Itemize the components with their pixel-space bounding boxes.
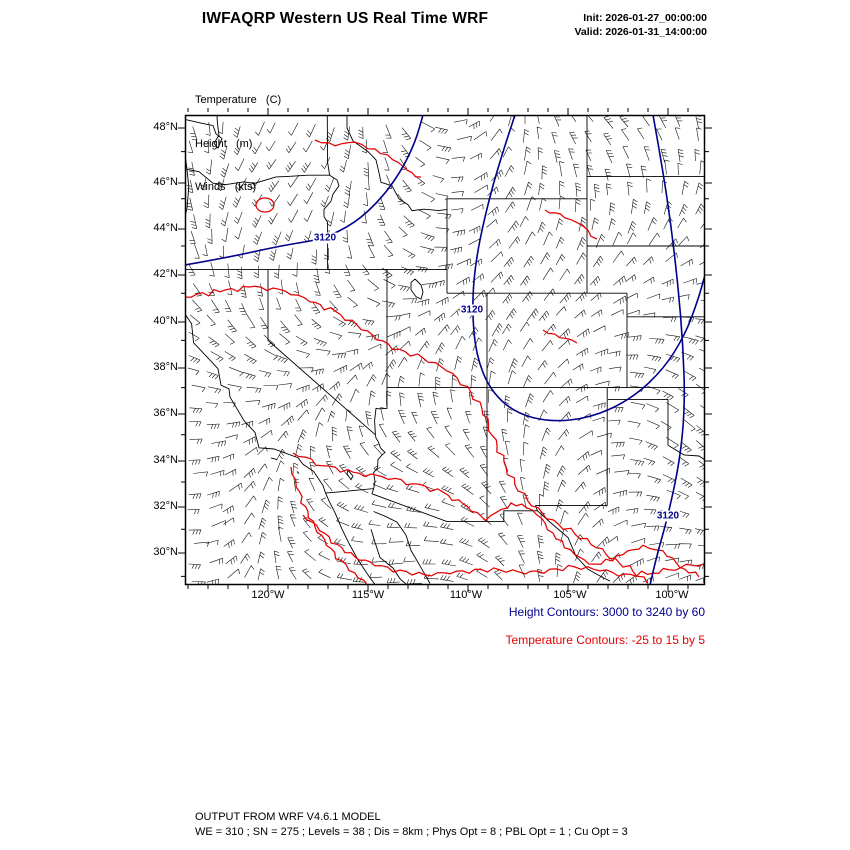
page-title: IWFAQRP Western US Real Time WRF — [201, 10, 489, 27]
height-contour-caption: Height Contours: 3000 to 3240 by 60 — [508, 605, 705, 619]
field-legend: Temperature (C) Height (m) Winds (kts) — [195, 64, 281, 209]
temperature-contour-loop — [255, 197, 275, 213]
model-info: OUTPUT FROM WRF V4.6.1 MODEL WE = 310 ; … — [195, 810, 628, 839]
plot-frame — [184, 114, 706, 586]
wind-barbs-layer — [186, 115, 705, 585]
run-timestamps: Init: 2026-01-27_00:00:00 Valid: 2026-01… — [574, 11, 707, 39]
temperature-contour-caption: Temperature Contours: -25 to 15 by 5 — [505, 633, 705, 647]
y-axis-tick-label: 48°N — [153, 121, 178, 133]
y-axis-tick-label: 44°N — [153, 222, 178, 234]
y-axis-tick-label: 36°N — [153, 407, 178, 419]
model-info-line1: OUTPUT FROM WRF V4.6.1 MODEL — [195, 811, 381, 823]
height-contours-layer — [185, 115, 705, 585]
y-axis-tick-label: 34°N — [153, 454, 178, 466]
map-layers — [185, 115, 705, 585]
axis-ticks — [178, 108, 712, 592]
model-info-line2: WE = 310 ; SN = 275 ; Levels = 38 ; Dis … — [195, 825, 628, 838]
y-axis-tick-label: 30°N — [153, 546, 178, 558]
y-axis-tick-label: 42°N — [153, 268, 178, 280]
y-axis-tick-label: 38°N — [153, 361, 178, 373]
init-timestamp: Init: 2026-01-27_00:00:00 — [583, 12, 707, 24]
x-axis-tick-label: 120°W — [251, 589, 285, 601]
y-axis-tick-label: 32°N — [153, 500, 178, 512]
wrf-map-canvas — [178, 108, 712, 592]
x-axis-tick-label: 105°W — [553, 589, 587, 601]
y-axis-tick-label: 46°N — [153, 176, 178, 188]
height-contour-label: 3120 — [459, 304, 485, 316]
x-axis-tick-label: 100°W — [655, 589, 689, 601]
height-contour-label: 3120 — [655, 510, 681, 522]
y-axis-tick-label: 40°N — [153, 315, 178, 327]
valid-timestamp: Valid: 2026-01-31_14:00:00 — [574, 26, 707, 38]
temperature-contours-layer — [185, 139, 705, 585]
x-axis-tick-label: 115°W — [351, 589, 385, 601]
state-borders-layer — [185, 115, 705, 585]
wrf-map-plot — [177, 107, 713, 593]
x-axis-tick-label: 110°W — [449, 589, 483, 601]
height-contour-label: 3120 — [312, 232, 338, 244]
legend-temperature: Temperature (C) — [195, 94, 282, 106]
